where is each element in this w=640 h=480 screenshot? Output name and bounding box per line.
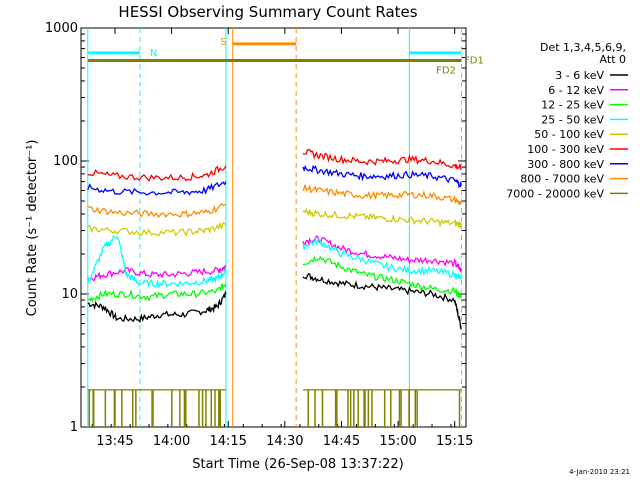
x-tick-label: 14:45 [323, 434, 360, 449]
marker-label: FD2 [436, 65, 456, 76]
legend-entry-label: 7000 - 20000 keV [506, 187, 604, 200]
series-line [302, 164, 462, 189]
legend-entry-label: 3 - 6 keV [555, 69, 604, 82]
series-line [302, 183, 463, 207]
series-line [302, 207, 463, 228]
series-lines [87, 149, 463, 427]
y-tick-label: 1000 [45, 21, 78, 36]
series-line [302, 235, 463, 272]
plot-frame [80, 27, 467, 428]
marker-label: S [220, 37, 226, 48]
legend-entry-label: 6 - 12 keV [548, 84, 604, 97]
chart-title: HESSI Observing Summary Count Rates [118, 3, 417, 21]
legend-entry-label: 12 - 25 keV [541, 99, 604, 112]
series-line [302, 273, 462, 330]
legend-entry-label: 800 - 7000 keV [520, 173, 604, 186]
legend-entry-label: 300 - 800 keV [527, 158, 604, 171]
x-tick-label: 15:00 [379, 434, 416, 449]
legend-entry-label: 50 - 100 keV [534, 128, 604, 141]
legend-entry-label: 25 - 50 keV [541, 113, 604, 126]
marker-label: FD1 [464, 55, 484, 66]
y-tick-label: 100 [53, 154, 78, 169]
x-axis-label: Start Time (26-Sep-08 13:37:22) [192, 457, 403, 472]
x-tick-label: 14:15 [209, 434, 246, 449]
series-line [302, 149, 463, 171]
series-line [87, 202, 226, 219]
x-tick-label: 15:15 [436, 434, 473, 449]
series-line [302, 237, 463, 280]
series-line [87, 290, 227, 324]
series-line [87, 283, 227, 303]
series-line [87, 264, 227, 282]
x-tick-label: 13:45 [96, 434, 133, 449]
marker-label: N [150, 48, 157, 59]
legend-header-line-1: Det 1,3,4,5,6,9, [540, 41, 626, 54]
timestamp: 4-Jan-2010 23:21 [569, 468, 630, 476]
y-tick-label: 10 [61, 287, 78, 302]
series-line [302, 255, 463, 299]
x-tick-label: 14:00 [153, 434, 190, 449]
legend-header-line-2: Att 0 [600, 53, 626, 66]
series-line [87, 165, 227, 182]
x-tick-label: 14:30 [266, 434, 303, 449]
observing-markers: N S FD1 FD2 [87, 28, 484, 427]
series-line [87, 234, 227, 289]
y-axis-label: Count Rate (s⁻¹ detector⁻¹) [25, 140, 40, 317]
series-line [87, 181, 227, 196]
series-line [87, 221, 227, 238]
legend-entry-label: 100 - 300 keV [527, 143, 604, 156]
y-tick-label: 1 [70, 420, 78, 435]
axis-ticks: 13:45 14:00 14:15 14:30 14:45 15:00 15:15 1 10 10… [45, 21, 474, 449]
